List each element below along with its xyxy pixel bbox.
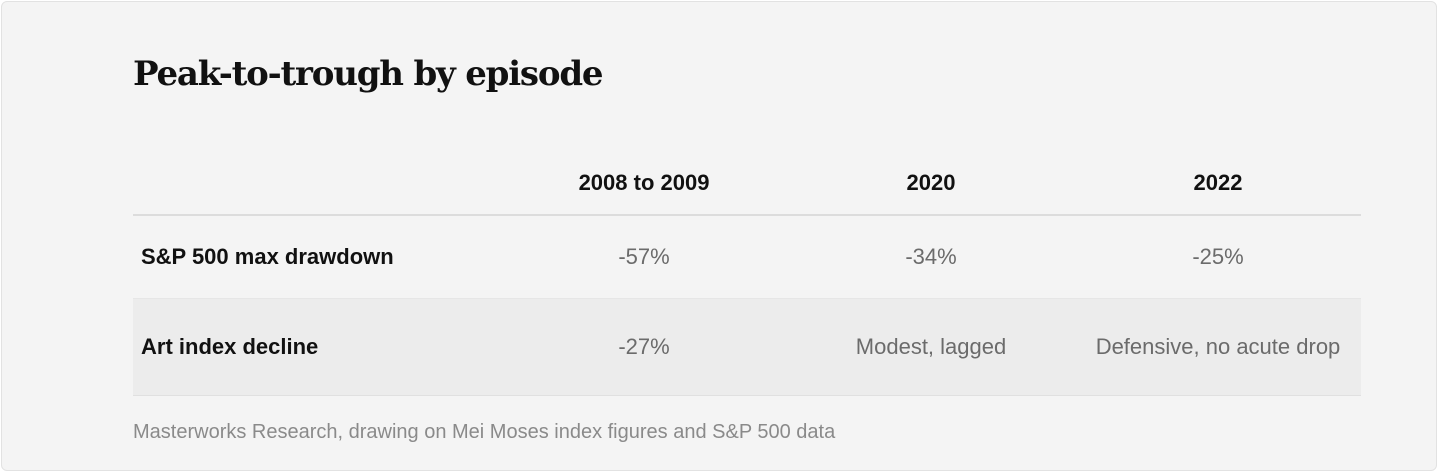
cell-value: Modest, lagged: [787, 298, 1075, 396]
page-title: Peak-to-trough by episode: [133, 54, 604, 94]
cell-value: -25%: [1075, 215, 1361, 299]
column-header-2022: 2022: [1075, 152, 1361, 216]
table-row: S&P 500 max drawdown -57% -34% -25%: [133, 215, 1361, 299]
cell-value: -57%: [501, 215, 787, 299]
column-header-blank: [133, 152, 501, 216]
column-header-2008-2009: 2008 to 2009: [501, 152, 787, 216]
cell-value: -34%: [787, 215, 1075, 299]
row-label-sp500: S&P 500 max drawdown: [133, 215, 501, 299]
comparison-table: 2008 to 2009 2020 2022 S&P 500 max drawd…: [133, 152, 1361, 396]
row-label-art-index: Art index decline: [133, 298, 501, 396]
cell-value: Defensive, no acute drop: [1075, 298, 1361, 396]
source-note: Masterworks Research, drawing on Mei Mos…: [133, 421, 836, 443]
table-row: Art index decline -27% Modest, lagged De…: [133, 298, 1361, 396]
table-header-row: 2008 to 2009 2020 2022: [133, 152, 1361, 216]
column-header-2020: 2020: [787, 152, 1075, 216]
cell-value: -27%: [501, 298, 787, 396]
